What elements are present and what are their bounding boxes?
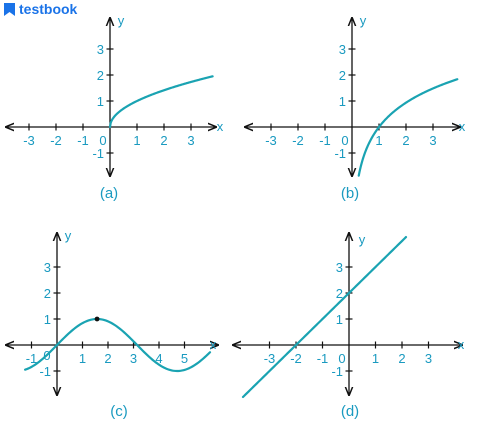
x-tick-label: 3 <box>429 133 436 148</box>
y-tick-label: 3 <box>339 42 346 57</box>
x-tick-label: 3 <box>187 133 194 148</box>
x-tick-label: -3 <box>265 133 277 148</box>
x-tick-label: 2 <box>104 351 111 366</box>
x-tick-label: -2 <box>50 133 62 148</box>
x-tick-label: -3 <box>264 351 276 366</box>
y-tick-label: 1 <box>336 312 343 327</box>
x-tick-label: 2 <box>402 133 409 148</box>
y-tick-label: 2 <box>44 286 51 301</box>
y-tick-label: 1 <box>97 94 104 109</box>
x-axis-label: x <box>458 337 465 352</box>
origin-label: 0 <box>338 351 345 366</box>
y-axis-label: y <box>65 228 72 243</box>
y-tick-label: 3 <box>336 260 343 275</box>
x-tick-label: 3 <box>130 351 137 366</box>
y-tick-label: 3 <box>97 42 104 57</box>
x-tick-label: 1 <box>375 133 382 148</box>
x-axis-label: x <box>210 337 217 352</box>
function-curve <box>108 75 214 129</box>
y-tick-label: 3 <box>44 260 51 275</box>
y-tick-label: -1 <box>92 146 104 161</box>
x-tick-label: 5 <box>181 351 188 366</box>
y-axis-label: y <box>118 13 125 28</box>
x-tick-label: -2 <box>290 351 302 366</box>
y-axis-label: y <box>360 13 367 28</box>
x-axis-label: x <box>459 119 466 134</box>
x-tick-label: 2 <box>398 351 405 366</box>
y-axis-label: y <box>359 232 366 247</box>
y-tick-label: 2 <box>97 68 104 83</box>
y-tick-label: -1 <box>331 364 343 379</box>
brand-logo: testbook <box>3 1 77 17</box>
panel-caption: (a) <box>100 185 118 202</box>
y-tick-label: -1 <box>39 364 51 379</box>
y-tick-label: 2 <box>339 68 346 83</box>
panel-caption: (b) <box>341 185 359 202</box>
x-tick-label: 1 <box>372 351 379 366</box>
x-tick-label: -1 <box>319 133 331 148</box>
x-tick-label: -1 <box>317 351 329 366</box>
origin-label: 0 <box>341 133 348 148</box>
x-tick-label: 4 <box>155 351 162 366</box>
brand-name: testbook <box>19 1 78 17</box>
x-tick-label: 1 <box>79 351 86 366</box>
y-tick-label: -1 <box>334 146 346 161</box>
y-tick-label: 2 <box>336 286 343 301</box>
bookmark-icon <box>4 2 15 16</box>
panel-caption: (d) <box>341 403 359 420</box>
x-tick-label: 1 <box>133 133 140 148</box>
maximum-point <box>94 316 100 322</box>
x-tick-label: 3 <box>425 351 432 366</box>
x-axis-label: x <box>217 119 224 134</box>
origin-label: 0 <box>99 133 106 148</box>
y-tick-label: 1 <box>339 94 346 109</box>
x-tick-label: -1 <box>26 351 38 366</box>
y-tick-label: 1 <box>44 312 51 327</box>
function-curve <box>241 236 408 399</box>
function-curve <box>357 78 459 177</box>
panel-caption: (c) <box>110 403 128 420</box>
x-tick-label: 2 <box>160 133 167 148</box>
function-curve <box>24 317 212 373</box>
x-tick-label: -1 <box>77 133 89 148</box>
x-tick-label: -2 <box>292 133 304 148</box>
x-tick-label: -3 <box>23 133 35 148</box>
